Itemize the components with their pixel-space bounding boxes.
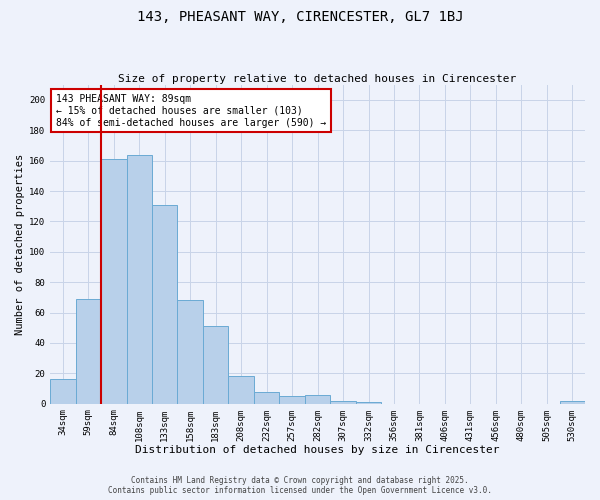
Bar xyxy=(178,300,203,404)
Bar xyxy=(203,326,229,404)
Bar xyxy=(254,392,280,404)
Bar xyxy=(560,400,585,404)
Text: Contains HM Land Registry data © Crown copyright and database right 2025.
Contai: Contains HM Land Registry data © Crown c… xyxy=(108,476,492,495)
Bar xyxy=(76,299,101,404)
Text: 143, PHEASANT WAY, CIRENCESTER, GL7 1BJ: 143, PHEASANT WAY, CIRENCESTER, GL7 1BJ xyxy=(137,10,463,24)
X-axis label: Distribution of detached houses by size in Cirencester: Distribution of detached houses by size … xyxy=(136,445,500,455)
Bar xyxy=(280,396,305,404)
Bar xyxy=(356,402,381,404)
Bar xyxy=(127,154,152,404)
Text: 143 PHEASANT WAY: 89sqm
← 15% of detached houses are smaller (103)
84% of semi-d: 143 PHEASANT WAY: 89sqm ← 15% of detache… xyxy=(56,94,326,128)
Bar xyxy=(229,376,254,404)
Title: Size of property relative to detached houses in Cirencester: Size of property relative to detached ho… xyxy=(118,74,517,84)
Y-axis label: Number of detached properties: Number of detached properties xyxy=(15,154,25,335)
Bar xyxy=(50,380,76,404)
Bar xyxy=(101,159,127,404)
Bar xyxy=(305,394,331,404)
Bar xyxy=(152,205,178,404)
Bar xyxy=(331,400,356,404)
